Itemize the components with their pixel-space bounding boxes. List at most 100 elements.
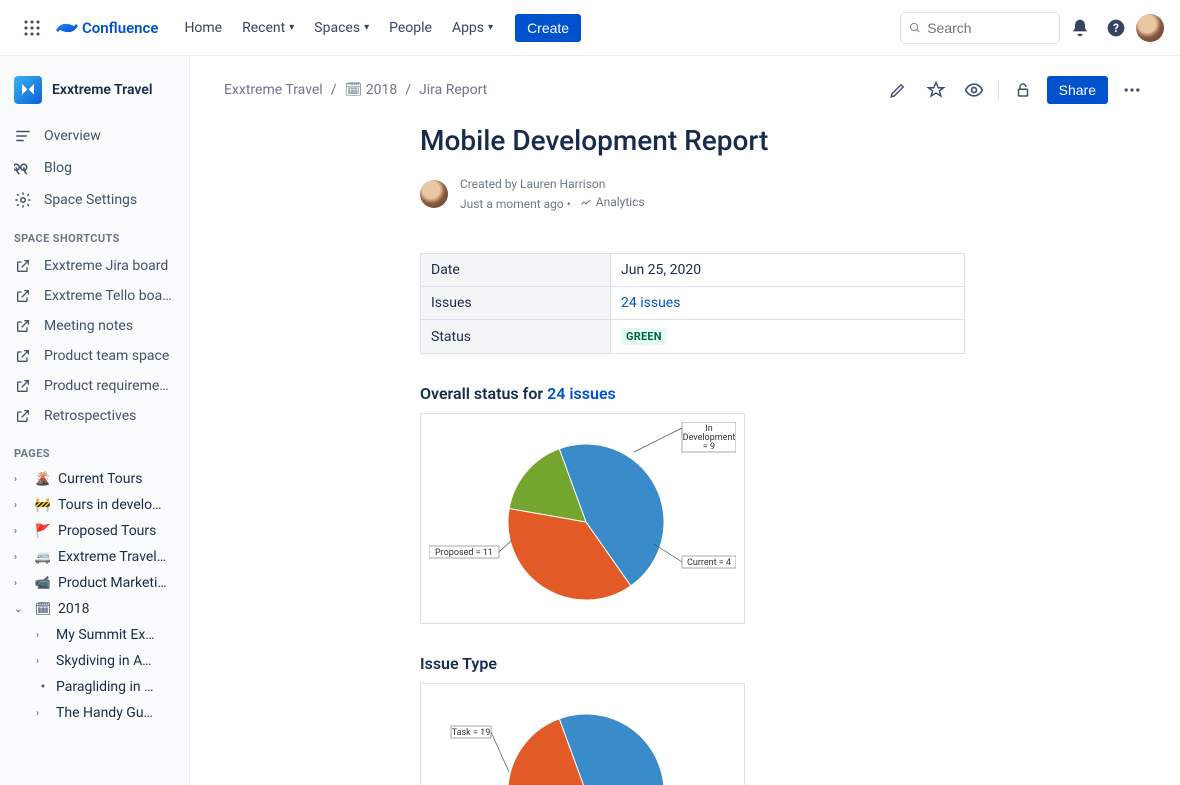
page-tree-child[interactable]: ›Skydiving in Aust…	[22, 648, 189, 674]
summary-table: DateJun 25, 2020Issues24 issuesStatusGRE…	[420, 253, 965, 354]
page-timestamp: Just a moment ago	[460, 197, 564, 211]
divider	[998, 80, 999, 100]
profile-avatar[interactable]	[1136, 14, 1164, 42]
sidebar-item-label: Overview	[44, 128, 101, 144]
tree-caret-icon[interactable]: ⌄	[14, 604, 28, 615]
page-label: Exxtreme Travel …	[58, 549, 168, 565]
star-icon[interactable]	[922, 76, 950, 104]
tree-caret-icon[interactable]: ›	[36, 630, 50, 641]
status-lozenge: GREEN	[621, 328, 667, 345]
nav-item-home[interactable]: Home	[174, 14, 232, 42]
page-tree-item[interactable]: › 🚐 Exxtreme Travel …	[0, 544, 189, 570]
page-emoji: 🚧	[34, 498, 52, 513]
main-content: Exxtreme Travel/🗓 2018/Jira Report Share	[190, 56, 1180, 785]
sidebar-item-overview[interactable]: Overview	[0, 120, 189, 152]
search-box[interactable]	[900, 12, 1060, 44]
breadcrumb-link[interactable]: Jira Report	[419, 82, 487, 98]
page-tree-item[interactable]: › 🌋 Current Tours	[0, 466, 189, 492]
nav-item-spaces[interactable]: Spaces▾	[304, 14, 379, 42]
shortcut-item[interactable]: Exxtreme Tello board	[0, 281, 189, 311]
gear-icon	[14, 191, 32, 209]
tree-caret-icon[interactable]: ›	[36, 708, 50, 719]
breadcrumbs: Exxtreme Travel/🗓 2018/Jira Report	[224, 82, 487, 98]
page-emoji: 🚩	[34, 524, 52, 539]
svg-text:?: ?	[1113, 21, 1119, 35]
summary-value: Jun 25, 2020	[611, 254, 965, 287]
app-switcher-icon[interactable]	[16, 12, 48, 44]
shortcut-item[interactable]: Product team space	[0, 341, 189, 371]
dot-separator: •	[567, 197, 574, 211]
summary-key: Status	[421, 320, 611, 354]
page-label: Current Tours	[58, 471, 142, 487]
page-tree-child[interactable]: › My Summit Exper…	[22, 622, 189, 648]
shortcut-item[interactable]: Product requiremen…	[0, 371, 189, 401]
blog-icon	[14, 159, 32, 177]
overall-status-prefix: Overall status for	[420, 384, 543, 403]
analytics-link[interactable]: Analytics	[580, 193, 645, 211]
overall-status-chart: Proposed = 11InDevelopment= 9Current = 4	[420, 413, 745, 624]
issues-link[interactable]: 24 issues	[621, 295, 680, 311]
external-link-icon	[14, 288, 32, 304]
page-label: Proposed Tours	[58, 523, 156, 539]
created-by-label: Created by	[460, 177, 520, 191]
page-tree-item[interactable]: › 🚩 Proposed Tours	[0, 518, 189, 544]
page-tree-child[interactable]: •Paragliding in Co…	[22, 674, 189, 700]
space-name: Exxtreme Travel	[52, 82, 152, 98]
summary-value: GREEN	[611, 320, 965, 354]
page-emoji: 🌋	[34, 472, 52, 487]
tree-caret-icon[interactable]: ›	[14, 552, 28, 563]
tree-caret-icon[interactable]: ›	[36, 656, 50, 667]
pages-header: PAGES	[0, 431, 189, 466]
tree-caret-icon[interactable]: ›	[14, 474, 28, 485]
page-tree-item[interactable]: ›🚧Tours in develop…	[0, 492, 189, 518]
page-emoji: 🚐	[34, 550, 52, 565]
overall-status-issues-link[interactable]: 24 issues	[547, 384, 616, 403]
breadcrumb-link[interactable]: 🗓 2018	[345, 82, 398, 98]
help-icon[interactable]: ?	[1100, 12, 1132, 44]
tree-caret-icon[interactable]: ›	[14, 526, 28, 537]
chevron-down-icon: ▾	[289, 22, 294, 33]
author-avatar[interactable]	[420, 180, 448, 208]
restrictions-icon[interactable]	[1009, 76, 1037, 104]
product-name: Confluence	[82, 19, 158, 37]
breadcrumb-link[interactable]: Exxtreme Travel	[224, 82, 323, 98]
tree-caret-icon[interactable]: ›	[14, 500, 28, 511]
page-tree-child[interactable]: ›The Handy Guide…	[22, 700, 189, 726]
page-actions: Share	[884, 76, 1146, 104]
chart-callout-label: = 9	[703, 442, 715, 452]
more-actions-icon[interactable]	[1118, 76, 1146, 104]
overview-icon	[14, 127, 32, 145]
external-link-icon	[14, 318, 32, 334]
space-logo-icon	[14, 76, 42, 104]
shortcut-item[interactable]: Exxtreme Jira board	[0, 251, 189, 281]
issue-type-chart: Task = 19	[420, 683, 745, 785]
watch-icon[interactable]	[960, 76, 988, 104]
shortcut-label: Product requiremen…	[44, 378, 174, 394]
shortcut-item[interactable]: Meeting notes	[0, 311, 189, 341]
shortcut-item[interactable]: Retrospectives	[0, 401, 189, 431]
sidebar-item-space-settings[interactable]: Space Settings	[0, 184, 189, 216]
nav-item-recent[interactable]: Recent▾	[232, 14, 304, 42]
nav-item-apps[interactable]: Apps▾	[442, 14, 503, 42]
tree-caret-icon[interactable]: ›	[14, 578, 28, 589]
notifications-icon[interactable]	[1064, 12, 1096, 44]
share-button[interactable]: Share	[1047, 76, 1108, 104]
confluence-logo[interactable]: Confluence	[56, 17, 158, 39]
sidebar-item-blog[interactable]: Blog	[0, 152, 189, 184]
search-icon	[909, 21, 921, 35]
edit-icon[interactable]	[884, 76, 912, 104]
nav-item-people[interactable]: People	[379, 14, 442, 42]
summary-key: Issues	[421, 287, 611, 320]
external-link-icon	[14, 258, 32, 274]
page-tree-item[interactable]: ⌄🗓2018	[0, 596, 189, 622]
chart-callout-label: Proposed = 11	[435, 548, 493, 558]
bullet-icon: •	[36, 679, 50, 695]
space-header[interactable]: Exxtreme Travel	[0, 72, 189, 120]
search-input[interactable]	[927, 20, 1051, 36]
sidebar-item-label: Blog	[44, 160, 72, 176]
overall-status-heading: Overall status for24 issues	[420, 384, 1140, 403]
page-tree-item[interactable]: ›📹Product Marketin…	[0, 570, 189, 596]
create-button[interactable]: Create	[515, 14, 581, 42]
author-name[interactable]: Lauren Harrison	[520, 177, 605, 191]
page-label: My Summit Exper…	[56, 627, 156, 643]
